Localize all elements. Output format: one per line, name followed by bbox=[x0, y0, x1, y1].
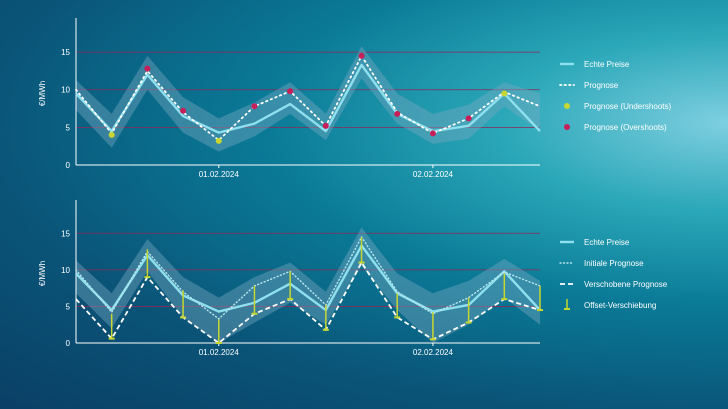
y-tick-label: 5 bbox=[66, 302, 71, 311]
y-tick-label: 0 bbox=[66, 161, 71, 170]
overshoot-point bbox=[429, 130, 436, 137]
undershoot-point bbox=[215, 137, 222, 144]
confidence-band bbox=[76, 46, 540, 152]
overshoot-point bbox=[358, 52, 365, 59]
series-echte-preise-line bbox=[75, 244, 541, 313]
x-tick-label: 01.02.2024 bbox=[199, 348, 240, 357]
undershoot-point bbox=[501, 90, 508, 97]
chart-panel-2: 0 5 10 15 €/MWh 01.02.2024 02.02.2024 Echte Pre… bbox=[38, 200, 668, 357]
legend-label: Prognose (Undershoots) bbox=[584, 102, 671, 111]
confidence-band bbox=[76, 227, 540, 343]
legend-label: Offset-Verschiebung bbox=[584, 301, 656, 310]
series-prognose-line bbox=[75, 54, 541, 142]
series-echte-preise-line bbox=[75, 63, 541, 134]
series-verschobene-prognose-line bbox=[75, 260, 541, 345]
legend-label: Echte Preise bbox=[584, 60, 630, 69]
legend-label: Initiale Prognose bbox=[584, 259, 644, 268]
x-tick-label: 02.02.2024 bbox=[413, 348, 454, 357]
overshoot-point bbox=[465, 115, 472, 122]
overshoot-point bbox=[144, 65, 151, 72]
overshoot-point bbox=[251, 103, 258, 110]
legend-label: Verschobene Prognose bbox=[584, 280, 668, 289]
y-tick-label: 10 bbox=[61, 86, 70, 95]
y-tick-label: 15 bbox=[61, 229, 70, 238]
legend-swatch-overshoot bbox=[564, 124, 570, 130]
overshoot-point bbox=[180, 107, 187, 114]
y-tick-label: 5 bbox=[66, 123, 71, 132]
chart-panel-1: 0 5 10 15 €/MWh 01.02.2024 02.02.2024 Echte Pre… bbox=[38, 18, 671, 179]
y-tick-label: 15 bbox=[61, 48, 70, 57]
legend-label: Prognose (Overshoots) bbox=[584, 123, 667, 132]
x-tick-label: 01.02.2024 bbox=[199, 170, 240, 179]
legend-label: Echte Preise bbox=[584, 238, 630, 247]
y-axis-label: €/MWh bbox=[38, 261, 47, 286]
overshoot-point bbox=[394, 110, 401, 117]
legend-swatch-undershoot bbox=[564, 103, 570, 109]
legend-label: Prognose bbox=[584, 81, 619, 90]
y-tick-label: 10 bbox=[61, 266, 70, 275]
y-tick-label: 0 bbox=[66, 339, 71, 348]
series-initiale-prognose-line bbox=[75, 235, 541, 320]
y-axis-label: €/MWh bbox=[38, 81, 47, 106]
undershoot-point bbox=[108, 131, 115, 138]
overshoot-point bbox=[322, 122, 329, 129]
overshoot-point bbox=[287, 88, 294, 95]
x-tick-label: 02.02.2024 bbox=[413, 170, 454, 179]
